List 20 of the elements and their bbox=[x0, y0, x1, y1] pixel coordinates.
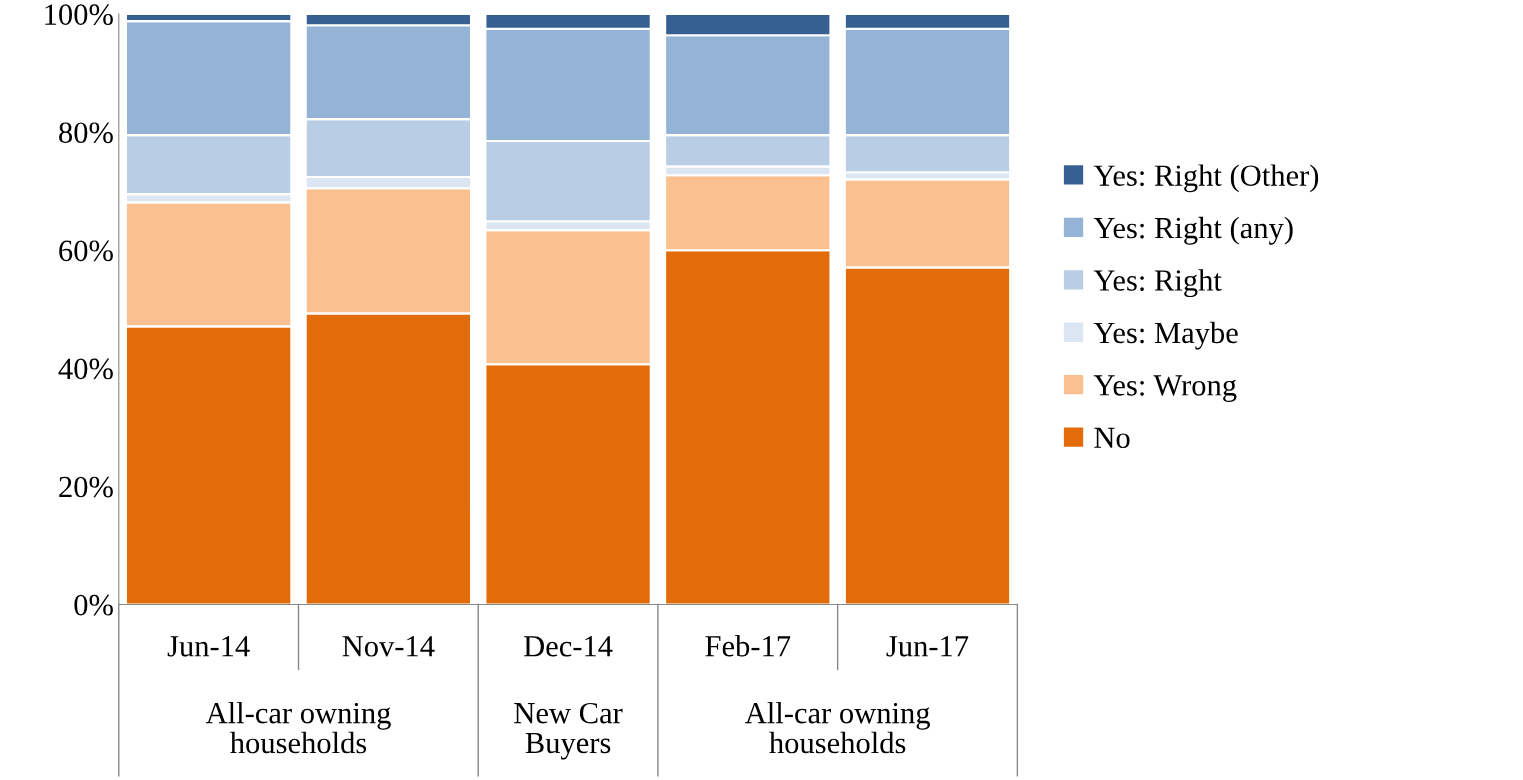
y-tick-label: 60% bbox=[59, 240, 113, 262]
legend-label: No bbox=[1094, 427, 1130, 449]
legend-label: Yes: Right (Other) bbox=[1093, 164, 1319, 193]
text: All-car owning households bbox=[745, 701, 930, 754]
y-tick-label: 20% bbox=[59, 476, 113, 498]
y-tick-label: 40% bbox=[58, 358, 113, 380]
text: New Car Buyers bbox=[514, 702, 623, 760]
x-tick-label: Jun-17 bbox=[886, 636, 969, 657]
x-tick-label: Dec-14 bbox=[524, 636, 613, 657]
x-tick-label: Nov-14 bbox=[342, 636, 435, 657]
legend-label: Yes: Wrong bbox=[1093, 375, 1237, 402]
x-tick-label: Jun-14 bbox=[167, 636, 250, 657]
legend-label: Yes: Maybe bbox=[1093, 321, 1238, 350]
legend-label: Yes: Right bbox=[1093, 269, 1222, 298]
legend-label: Yes: Right (any) bbox=[1093, 216, 1293, 245]
y-tick-label: 80% bbox=[59, 122, 113, 144]
y-tick-label: 0% bbox=[74, 594, 113, 616]
text: All-car owning households bbox=[205, 701, 391, 754]
x-tick-label: Feb-17 bbox=[705, 635, 791, 657]
y-tick-label: 100% bbox=[45, 4, 113, 26]
